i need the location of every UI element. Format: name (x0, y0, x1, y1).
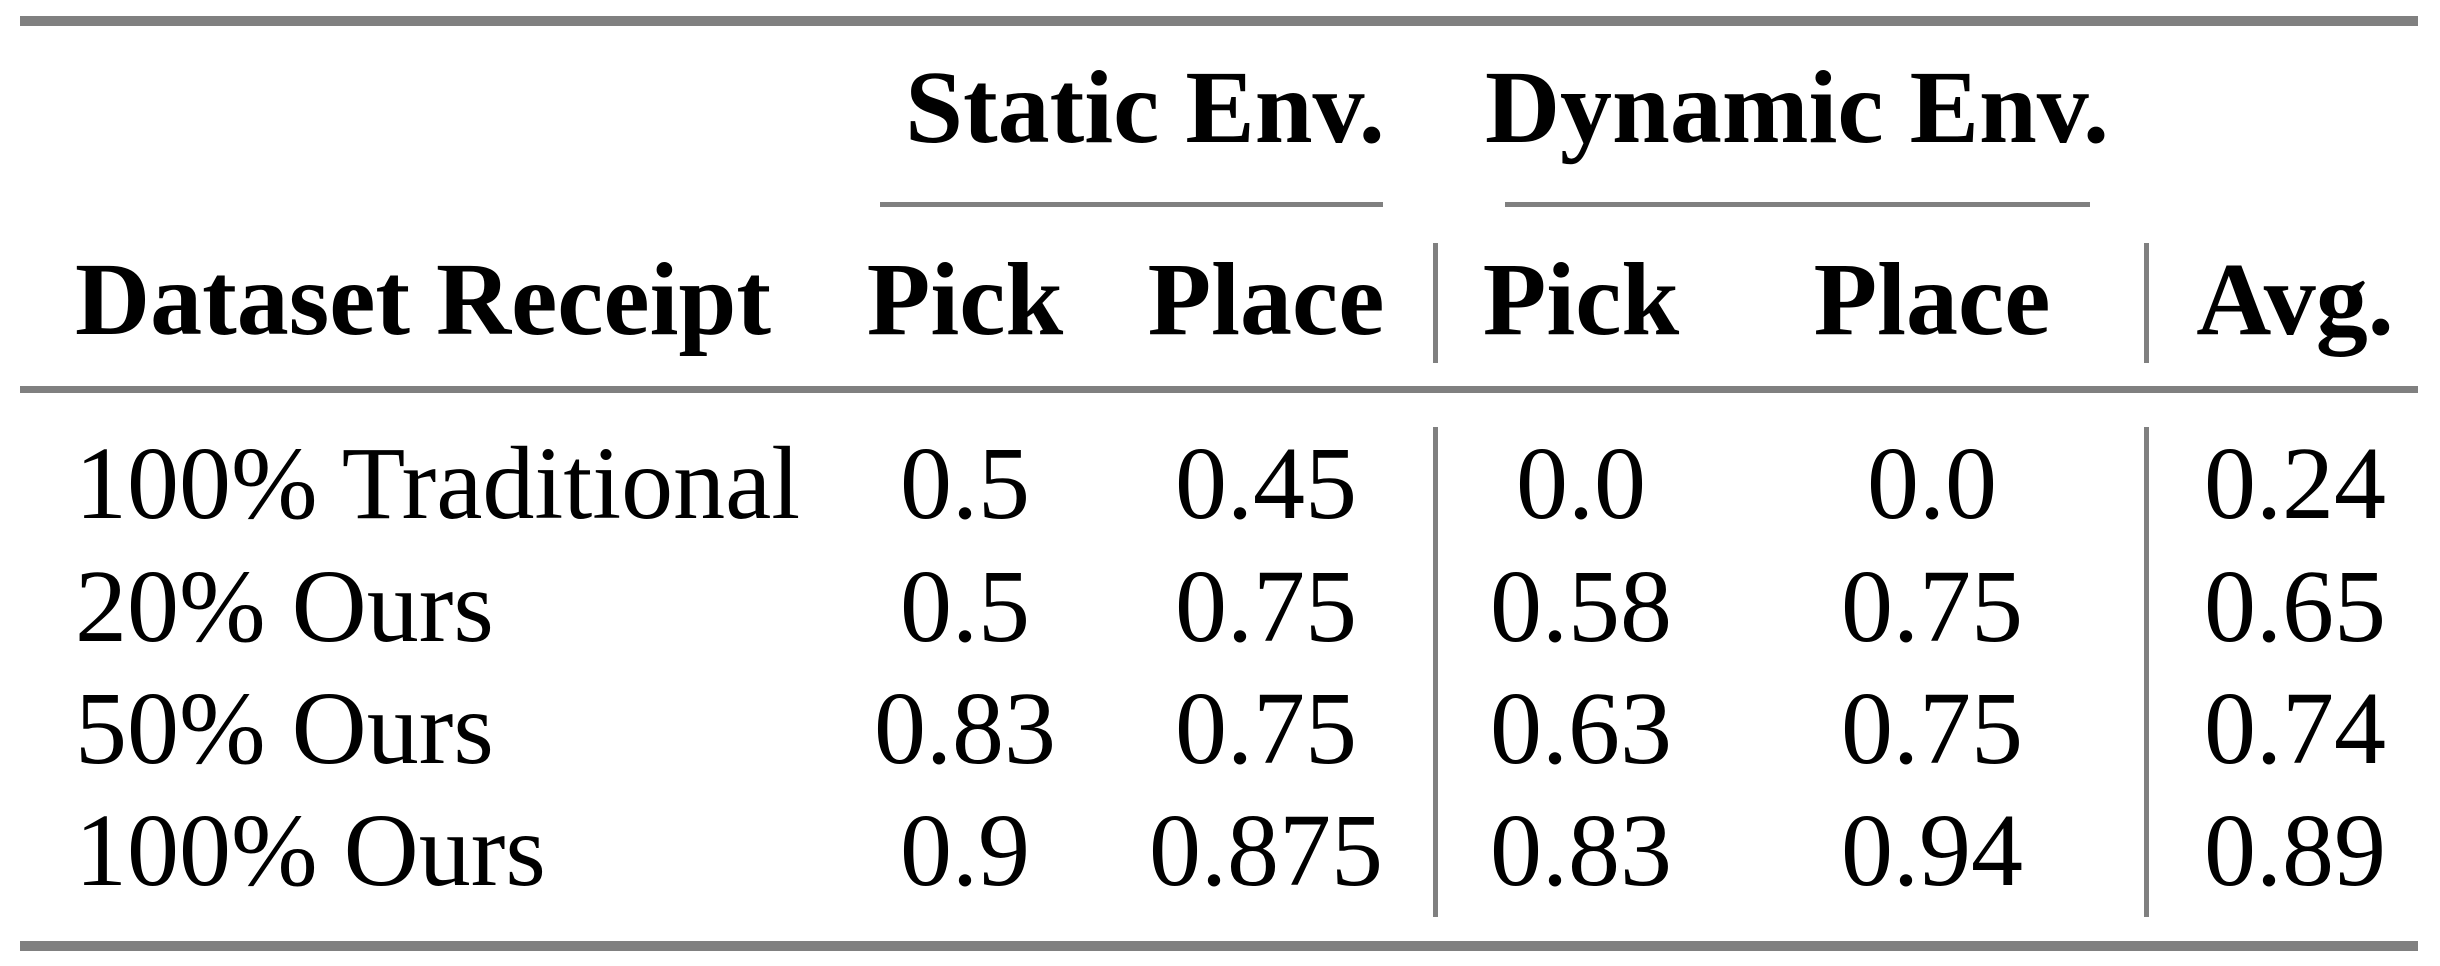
cell-dynamic-place: 0.94 (1841, 793, 2023, 908)
cell-static-place: 0.75 (1175, 549, 1357, 664)
cell-static-pick: 0.5 (900, 549, 1030, 664)
cell-avg: 0.89 (2204, 793, 2386, 908)
col-group-static-label: Static Env. (905, 50, 1385, 165)
top-rule (20, 16, 2418, 26)
cell-dynamic-place: 0.0 (1867, 426, 1997, 541)
cell-static-place: 0.875 (1149, 793, 1383, 908)
row-label: 100% Ours (75, 793, 546, 908)
cell-avg: 0.74 (2204, 671, 2386, 786)
row-label: 50% Ours (75, 671, 494, 786)
header-dynamic-pick: Pick (1482, 242, 1680, 357)
header-body-rule (20, 386, 2418, 393)
cell-static-place: 0.45 (1175, 426, 1357, 541)
cell-avg: 0.65 (2204, 549, 2386, 664)
row-label: 100% Traditional (75, 426, 801, 541)
cell-static-pick: 0.83 (874, 671, 1056, 786)
cell-dynamic-place: 0.75 (1841, 671, 2023, 786)
cell-dynamic-pick: 0.0 (1516, 426, 1646, 541)
header-avg: Avg. (2196, 242, 2394, 357)
vertical-separator-2-body (2144, 427, 2149, 917)
cell-dynamic-place: 0.75 (1841, 549, 2023, 664)
cmidrule-dynamic (1505, 202, 2090, 207)
vertical-separator-1-body (1433, 427, 1438, 917)
cell-dynamic-pick: 0.63 (1490, 671, 1672, 786)
header-dynamic-place: Place (1813, 242, 2051, 357)
cell-dynamic-pick: 0.83 (1490, 793, 1672, 908)
col-group-dynamic-label: Dynamic Env. (1484, 50, 2110, 165)
cell-static-pick: 0.5 (900, 426, 1030, 541)
header-static-place: Place (1147, 242, 1385, 357)
row-label: 20% Ours (75, 549, 494, 664)
vertical-separator-2-header (2144, 243, 2149, 363)
bottom-rule (20, 941, 2418, 951)
cmidrule-static (880, 202, 1383, 207)
vertical-separator-1-header (1433, 243, 1438, 363)
header-static-pick: Pick (866, 242, 1064, 357)
cell-static-pick: 0.9 (900, 793, 1030, 908)
cell-dynamic-pick: 0.58 (1490, 549, 1672, 664)
header-dataset-receipt: Dataset Receipt (75, 242, 771, 357)
cell-avg: 0.24 (2204, 426, 2386, 541)
cell-static-place: 0.75 (1175, 671, 1357, 786)
